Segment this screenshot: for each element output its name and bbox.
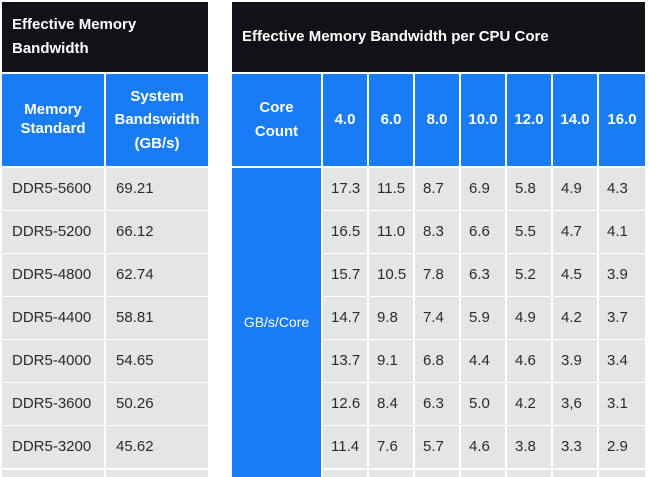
- cell-per-core-value: 4.2: [507, 383, 551, 425]
- cell-system-bandwidth: 66.12: [106, 211, 208, 253]
- cell-per-core-value: 4.6: [507, 340, 551, 382]
- cell-per-core-value: 10.5: [369, 254, 413, 296]
- table-row-partial: [461, 470, 505, 477]
- cell-per-core-value: 8.3: [415, 211, 459, 253]
- cell-per-core-value: 5.5: [507, 211, 551, 253]
- cell-per-core-value: 11.5: [369, 168, 413, 210]
- cell-per-core-value: 4.5: [553, 254, 597, 296]
- column-header-system-bandwidth: System Bandswidth (GB/s): [106, 74, 208, 166]
- cell-memory-standard: DDR5-4400: [2, 297, 104, 339]
- column-header-cores: 16.0: [599, 74, 645, 166]
- cell-system-bandwidth: 58.81: [106, 297, 208, 339]
- table-row-partial: [415, 470, 459, 477]
- cell-per-core-value: 7.6: [369, 426, 413, 468]
- unit-label-cell: GB/s/Core: [232, 168, 321, 477]
- cell-per-core-value: 7.8: [415, 254, 459, 296]
- cell-per-core-value: 11.0: [369, 211, 413, 253]
- cell-per-core-value: 3.9: [599, 254, 645, 296]
- cell-per-core-value: 5.2: [507, 254, 551, 296]
- cell-per-core-value: 5.8: [507, 168, 551, 210]
- cell-per-core-value: 6.6: [461, 211, 505, 253]
- cell-memory-standard: DDR5-3200: [2, 426, 104, 468]
- cell-memory-standard: DDR5-4000: [2, 340, 104, 382]
- cell-per-core-value: 5.7: [415, 426, 459, 468]
- cell-per-core-value: 2.9: [599, 426, 645, 468]
- header-effective-memory-bandwidth: Effective Memory Bandwidth: [2, 2, 208, 72]
- cell-per-core-value: 4.9: [507, 297, 551, 339]
- table-row-partial: [323, 470, 367, 477]
- cell-per-core-value: 3.9: [553, 340, 597, 382]
- column-header-cores: 10.0: [461, 74, 505, 166]
- cell-memory-standard: DDR5-5200: [2, 211, 104, 253]
- cell-system-bandwidth: 62.74: [106, 254, 208, 296]
- cell-per-core-value: 3.1: [599, 383, 645, 425]
- cell-per-core-value: 14.7: [323, 297, 367, 339]
- cell-per-core-value: 7.4: [415, 297, 459, 339]
- cell-per-core-value: 11.4: [323, 426, 367, 468]
- column-header-memory-standard: Memory Standard: [2, 74, 104, 166]
- cell-per-core-value: 6.8: [415, 340, 459, 382]
- cell-per-core-value: 8.4: [369, 383, 413, 425]
- cell-memory-standard: DDR5-4800: [2, 254, 104, 296]
- cell-per-core-value: 6.3: [415, 383, 459, 425]
- table-row-partial: [2, 470, 104, 477]
- cell-system-bandwidth: 50.26: [106, 383, 208, 425]
- cell-per-core-value: 12.6: [323, 383, 367, 425]
- cell-per-core-value: 6.9: [461, 168, 505, 210]
- cell-memory-standard: DDR5-5600: [2, 168, 104, 210]
- column-header-cores: 6.0: [369, 74, 413, 166]
- cell-per-core-value: 3.7: [599, 297, 645, 339]
- column-header-core-count: Core Count: [232, 74, 321, 166]
- column-header-cores: 14.0: [553, 74, 597, 166]
- header-bandwidth-per-core: Effective Memory Bandwidth per CPU Core: [232, 2, 645, 72]
- cell-per-core-value: 5.0: [461, 383, 505, 425]
- cell-per-core-value: 4.9: [553, 168, 597, 210]
- cell-system-bandwidth: 69.21: [106, 168, 208, 210]
- cell-system-bandwidth: 54.65: [106, 340, 208, 382]
- cell-per-core-value: 6.3: [461, 254, 505, 296]
- cell-per-core-value: 17.3: [323, 168, 367, 210]
- cell-per-core-value: 4.1: [599, 211, 645, 253]
- table-row-partial: [106, 470, 208, 477]
- cell-per-core-value: 4.6: [461, 426, 505, 468]
- cell-per-core-value: 4.7: [553, 211, 597, 253]
- column-header-cores: 8.0: [415, 74, 459, 166]
- column-header-cores: 4.0: [323, 74, 367, 166]
- table-row-partial: [599, 470, 645, 477]
- table-row-partial: [369, 470, 413, 477]
- cell-per-core-value: 9.8: [369, 297, 413, 339]
- table-row-partial: [507, 470, 551, 477]
- cell-per-core-value: 3.3: [553, 426, 597, 468]
- cell-per-core-value: 8.7: [415, 168, 459, 210]
- cell-per-core-value: 4.2: [553, 297, 597, 339]
- cell-per-core-value: 9.1: [369, 340, 413, 382]
- cell-system-bandwidth: 45.62: [106, 426, 208, 468]
- cell-memory-standard: DDR5-3600: [2, 383, 104, 425]
- cell-per-core-value: 13.7: [323, 340, 367, 382]
- cell-per-core-value: 3.8: [507, 426, 551, 468]
- cell-per-core-value: 3.4: [599, 340, 645, 382]
- cell-per-core-value: 16.5: [323, 211, 367, 253]
- cell-per-core-value: 4.4: [461, 340, 505, 382]
- cell-per-core-value: 3,6: [553, 383, 597, 425]
- cell-per-core-value: 15.7: [323, 254, 367, 296]
- cell-per-core-value: 4.3: [599, 168, 645, 210]
- column-header-cores: 12.0: [507, 74, 551, 166]
- table-row-partial: [553, 470, 597, 477]
- cell-per-core-value: 5.9: [461, 297, 505, 339]
